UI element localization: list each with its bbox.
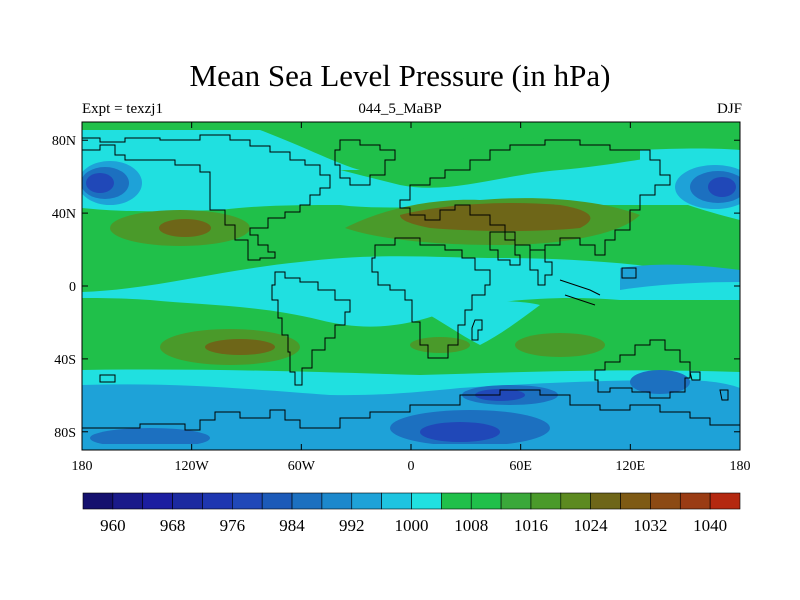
x-tick-label: 180 xyxy=(72,459,93,474)
colorbar-label: 1032 xyxy=(633,516,667,535)
x-tick-label: 120E xyxy=(616,459,646,474)
x-tick-label: 0 xyxy=(408,459,415,474)
y-tick-label: 80N xyxy=(52,134,76,149)
colorbar-bin xyxy=(261,492,293,510)
colorbar-bin xyxy=(620,492,651,510)
colorbar-bin xyxy=(560,492,591,510)
colorbar: 960 968 976 984 992 1000 1008 1016 1024 1032 1040 xyxy=(82,492,741,535)
colorbar-bin xyxy=(82,492,114,510)
colorbar-label: 1040 xyxy=(693,516,727,535)
colorbar-bin xyxy=(321,492,353,510)
colorbar-label: 1016 xyxy=(514,516,548,535)
y-tick-label: 80S xyxy=(54,426,76,441)
x-tick-label: 180 xyxy=(730,459,751,474)
pressure-field xyxy=(82,122,740,450)
x-tick-label: 60W xyxy=(288,459,316,474)
colorbar-bin xyxy=(381,492,412,510)
season-label: DJF xyxy=(716,101,742,117)
axis-ticks: 180 120W 60W 0 60E 120E 180 80N 40N 0 40S 80S xyxy=(52,122,751,474)
colorbar-label: 1000 xyxy=(395,516,429,535)
colorbar-bin xyxy=(500,492,532,510)
colorbar-bin xyxy=(172,492,203,510)
colorbar-label: 960 xyxy=(100,516,126,535)
colorbar-bin xyxy=(679,492,711,510)
colorbar-bin xyxy=(351,492,382,510)
colorbar-bin xyxy=(650,492,681,510)
colorbar-bin xyxy=(291,492,323,510)
x-tick-label: 120W xyxy=(175,459,210,474)
experiment-label: Expt = texzj1 xyxy=(82,101,163,117)
colorbar-bin xyxy=(709,492,741,510)
colorbar-bin xyxy=(530,492,562,510)
colorbar-bin xyxy=(411,492,442,510)
colorbar-label: 968 xyxy=(160,516,186,535)
colorbar-label: 992 xyxy=(339,516,365,535)
coastlines xyxy=(82,134,740,431)
colorbar-bin xyxy=(142,492,173,510)
colorbar-label: 976 xyxy=(220,516,246,535)
colorbar-label: 1008 xyxy=(454,516,488,535)
colorbar-bin xyxy=(590,492,621,510)
colorbar-bin xyxy=(441,492,472,510)
y-tick-label: 0 xyxy=(69,280,76,295)
colorbar-label: 984 xyxy=(279,516,305,535)
colorbar-bin xyxy=(112,492,144,510)
y-tick-label: 40S xyxy=(54,353,76,368)
x-tick-label: 60E xyxy=(509,459,532,474)
colorbar-bin xyxy=(232,492,263,510)
colorbar-label: 1024 xyxy=(574,516,609,535)
colorbar-bin xyxy=(202,492,233,510)
y-tick-label: 40N xyxy=(52,207,76,222)
map-title: Mean Sea Level Pressure (in hPa) xyxy=(189,58,611,93)
colorbar-bin xyxy=(470,492,502,510)
time-period-label: 044_5_MaBP xyxy=(358,101,442,117)
